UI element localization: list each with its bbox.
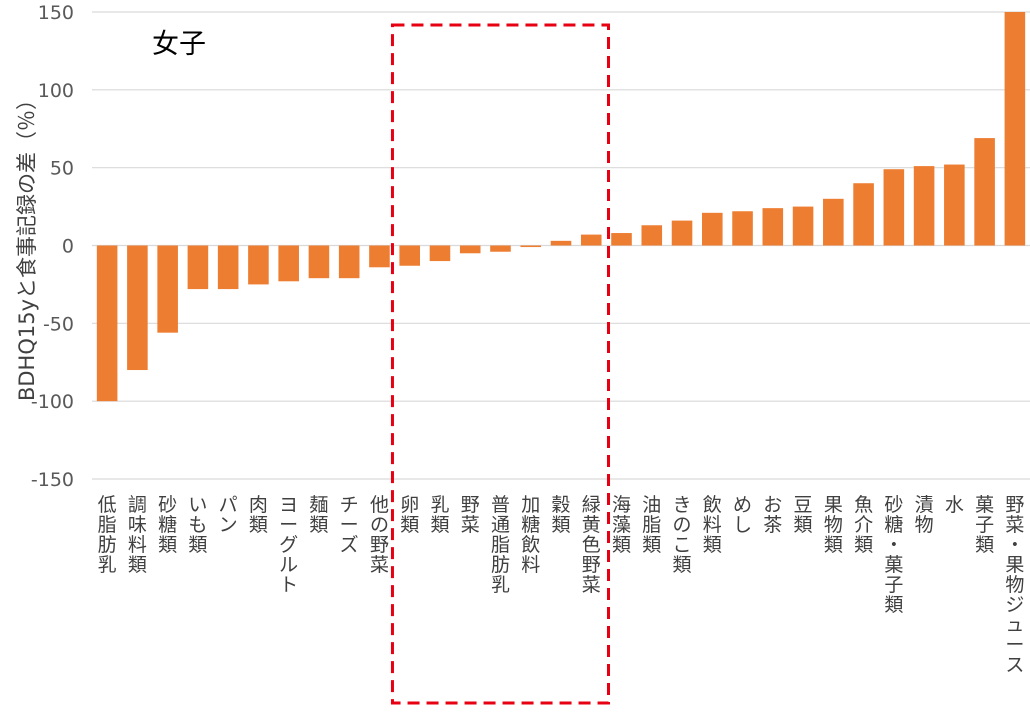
category-label: 緑黄色野菜 [582,494,601,596]
category-label: 穀類 [551,494,570,536]
category-label: 油脂類 [642,494,661,556]
category-label: 菓子類 [975,494,994,556]
highlight-box [390,23,611,705]
category-label: ヨーグルト [279,494,298,596]
bar [641,225,663,246]
category-label: 調味料類 [128,494,147,576]
bar [399,245,420,266]
y-tick-label: 150 [38,2,74,24]
y-tick-label: -100 [31,391,74,413]
bar [520,245,542,248]
category-label: 麺類 [309,494,328,536]
category-label: チーズ [340,494,359,556]
bar [732,211,753,246]
bar [792,206,814,246]
bar [490,245,511,252]
bar [611,233,632,246]
bar [974,138,995,246]
category-label: 飲料類 [703,494,722,556]
bar [823,198,844,246]
bar [550,240,572,246]
bar [127,245,148,371]
category-label: めし [733,494,752,536]
category-labels: 低脂肪乳調味料類砂糖類いも類パン肉類ヨーグルト麺類チーズ他の野菜卵類乳類野菜普通… [98,494,1025,676]
bars [96,12,1026,402]
bar [248,245,269,285]
category-label: 卵類 [400,494,419,536]
category-label: 魚介類 [854,494,873,556]
bar [96,245,118,402]
y-axis-label: BDHQ15yと食事記録の差（％） [15,89,39,401]
bar [883,169,905,246]
y-tick-label: -50 [43,313,74,335]
category-label: 海藻類 [612,494,631,556]
category-label: 豆類 [794,494,813,536]
bar [429,245,451,262]
category-label: 乳類 [430,494,449,536]
category-label: 普通脂肪乳 [491,494,510,596]
bar [580,234,602,246]
category-label: 野菜 [461,494,480,536]
bar [369,245,390,268]
bar [671,220,693,246]
bar [762,208,784,246]
y-tick-label: 50 [50,158,74,180]
category-label: お茶 [763,494,782,536]
category-label: 肉類 [249,494,268,536]
category-label: 漬物 [915,494,934,536]
category-label: きのこ類 [673,494,692,576]
bar [278,245,299,282]
bar [1004,12,1026,246]
y-tick-label: -150 [31,469,74,491]
category-label: 加糖飲料 [521,494,540,576]
category-label: 野菜・果物ジュース [1005,494,1024,676]
category-label: いも類 [188,494,207,556]
bar [944,164,965,246]
bar [308,245,330,279]
bar [157,245,178,333]
bar [338,245,360,279]
y-tick-label: 100 [38,80,74,102]
category-label: パン [219,494,238,536]
category-label: 砂糖・菓子類 [884,494,903,616]
bar [187,245,209,290]
bar [853,183,874,246]
y-tick-labels: 150 100 50 0 -50 -100 -150 [31,2,74,491]
category-label: 果物類 [824,494,843,556]
category-label: 他の野菜 [370,494,389,576]
y-tick-label: 0 [62,236,74,258]
bar [913,166,935,246]
category-label: 低脂肪乳 [98,494,117,576]
bar [702,212,723,246]
category-label: 水 [945,494,964,516]
bar [459,245,481,254]
chart-title: 女子 [152,29,206,60]
bar [217,245,239,290]
category-label: 砂糖類 [158,494,177,556]
highlight-box-layer [390,23,611,705]
